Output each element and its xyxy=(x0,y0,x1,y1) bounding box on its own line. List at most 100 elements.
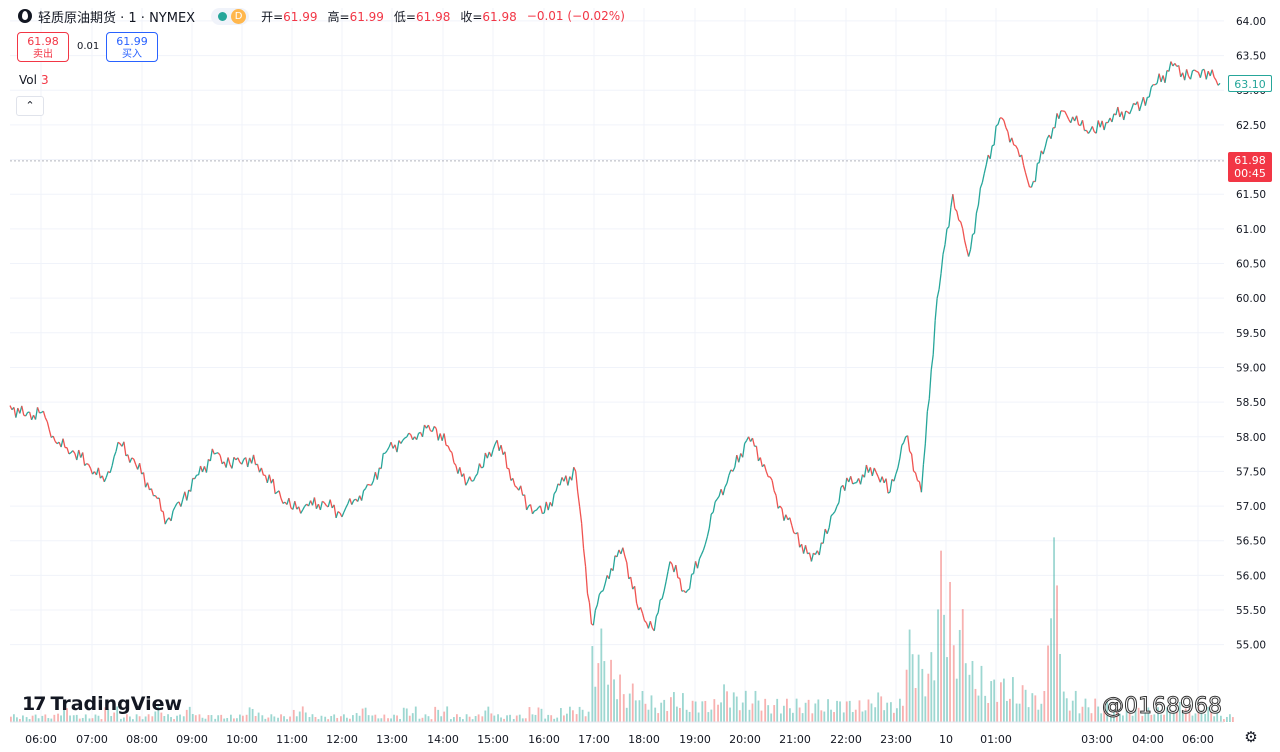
volume-bar xyxy=(301,706,304,722)
price-segment xyxy=(653,616,657,631)
volume-bar xyxy=(676,706,678,722)
volume-bar xyxy=(1034,695,1037,722)
price-segment xyxy=(451,452,455,463)
volume-bar xyxy=(295,716,298,722)
price-segment xyxy=(508,468,512,481)
last-price-badge: 63.10 xyxy=(1228,75,1272,93)
price-segment xyxy=(1203,69,1207,80)
volume-bar xyxy=(490,713,493,722)
volume-bar xyxy=(770,713,773,722)
volume-bar xyxy=(1062,691,1065,722)
x-tick-label: 09:00 xyxy=(176,733,208,746)
volume-bar xyxy=(163,715,166,722)
volume-bar xyxy=(66,708,68,722)
volume-bar xyxy=(13,714,15,722)
volume-bar xyxy=(917,654,920,722)
volume-bar xyxy=(845,701,848,722)
price-segment xyxy=(323,502,327,506)
price-segment xyxy=(1196,70,1199,73)
symbol-title[interactable]: 轻质原油期货 · 1 · NYMEX xyxy=(38,10,196,26)
volume-bar xyxy=(191,714,194,722)
price-segment xyxy=(161,510,164,513)
price-segment xyxy=(952,194,956,209)
buy-button[interactable]: 61.99 买入 xyxy=(106,32,158,62)
volume-bar xyxy=(1172,711,1175,722)
volume-bar xyxy=(308,717,311,722)
volume-bar xyxy=(116,706,119,722)
volume-bar xyxy=(1197,706,1200,722)
volume-bar xyxy=(223,718,226,722)
volume-bar xyxy=(390,718,392,722)
volume-bar xyxy=(839,701,841,722)
volume-bar xyxy=(1163,714,1165,722)
price-segment xyxy=(773,490,777,496)
volume-bar xyxy=(1119,713,1121,722)
y-tick-label: 56.50 xyxy=(1236,536,1266,548)
price-segment xyxy=(225,457,229,468)
market-status[interactable]: D xyxy=(211,7,250,25)
volume-legend[interactable]: Vol 3 xyxy=(19,73,49,87)
price-segment xyxy=(936,288,940,299)
price-segment xyxy=(869,467,873,477)
volume-bar xyxy=(1194,713,1197,722)
volume-bar xyxy=(905,669,908,722)
volume-bar xyxy=(327,719,330,722)
volume-bar xyxy=(214,718,217,722)
volume-bar xyxy=(34,714,37,722)
tradingview-logo[interactable]: 17 TradingView xyxy=(22,693,182,715)
price-segment xyxy=(639,607,644,614)
price-segment xyxy=(1111,113,1115,123)
volume-bar xyxy=(248,707,251,722)
x-tick-label: 06:00 xyxy=(25,733,57,746)
price-segment xyxy=(29,412,33,421)
price-segment xyxy=(718,488,722,497)
volume-bar xyxy=(783,705,785,722)
price-segment xyxy=(154,495,158,499)
collapse-button[interactable]: ⌃ xyxy=(16,96,44,116)
volume-bar xyxy=(534,714,537,722)
volume-bar xyxy=(1012,677,1014,722)
sell-button[interactable]: 61.98 卖出 xyxy=(17,32,69,62)
price-segment xyxy=(922,443,927,465)
volume-bar xyxy=(135,714,138,722)
volume-bar xyxy=(78,718,81,722)
volume-bar xyxy=(346,717,348,722)
volume-bar xyxy=(1166,707,1168,722)
price-segment xyxy=(685,589,689,594)
price-segment xyxy=(781,508,785,521)
volume-bar xyxy=(242,715,244,722)
volume-bar xyxy=(484,710,487,722)
volume-bar xyxy=(1232,717,1234,722)
volume-bar xyxy=(870,703,873,722)
volume-bar xyxy=(811,713,814,722)
x-tick-label: 17:00 xyxy=(578,733,610,746)
volume-bar xyxy=(352,715,354,722)
price-segment xyxy=(808,552,813,562)
price-segment xyxy=(889,479,893,493)
price-segment xyxy=(702,543,706,551)
price-segment xyxy=(87,464,92,469)
price-segment xyxy=(162,511,166,525)
volume-bar xyxy=(842,712,845,722)
price-segment xyxy=(402,437,406,441)
volume-bar xyxy=(411,713,414,722)
price-segment xyxy=(600,590,604,593)
volume-bar xyxy=(735,696,738,722)
volume-bar xyxy=(465,714,468,722)
price-segment xyxy=(1038,150,1042,163)
settings-icon[interactable]: ⚙ xyxy=(1244,728,1258,746)
price-segment xyxy=(596,594,600,605)
volume-bar xyxy=(780,713,782,722)
volume-bar xyxy=(814,703,817,722)
price-segment xyxy=(1007,131,1011,143)
price-segment xyxy=(836,502,840,507)
volume-bar xyxy=(1078,713,1081,722)
volume-bar xyxy=(528,707,531,722)
volume-bar xyxy=(943,614,945,722)
price-segment xyxy=(9,405,13,411)
volume-bar xyxy=(298,711,301,722)
price-segment xyxy=(932,320,936,355)
price-segment xyxy=(901,442,905,446)
price-segment xyxy=(217,452,221,456)
